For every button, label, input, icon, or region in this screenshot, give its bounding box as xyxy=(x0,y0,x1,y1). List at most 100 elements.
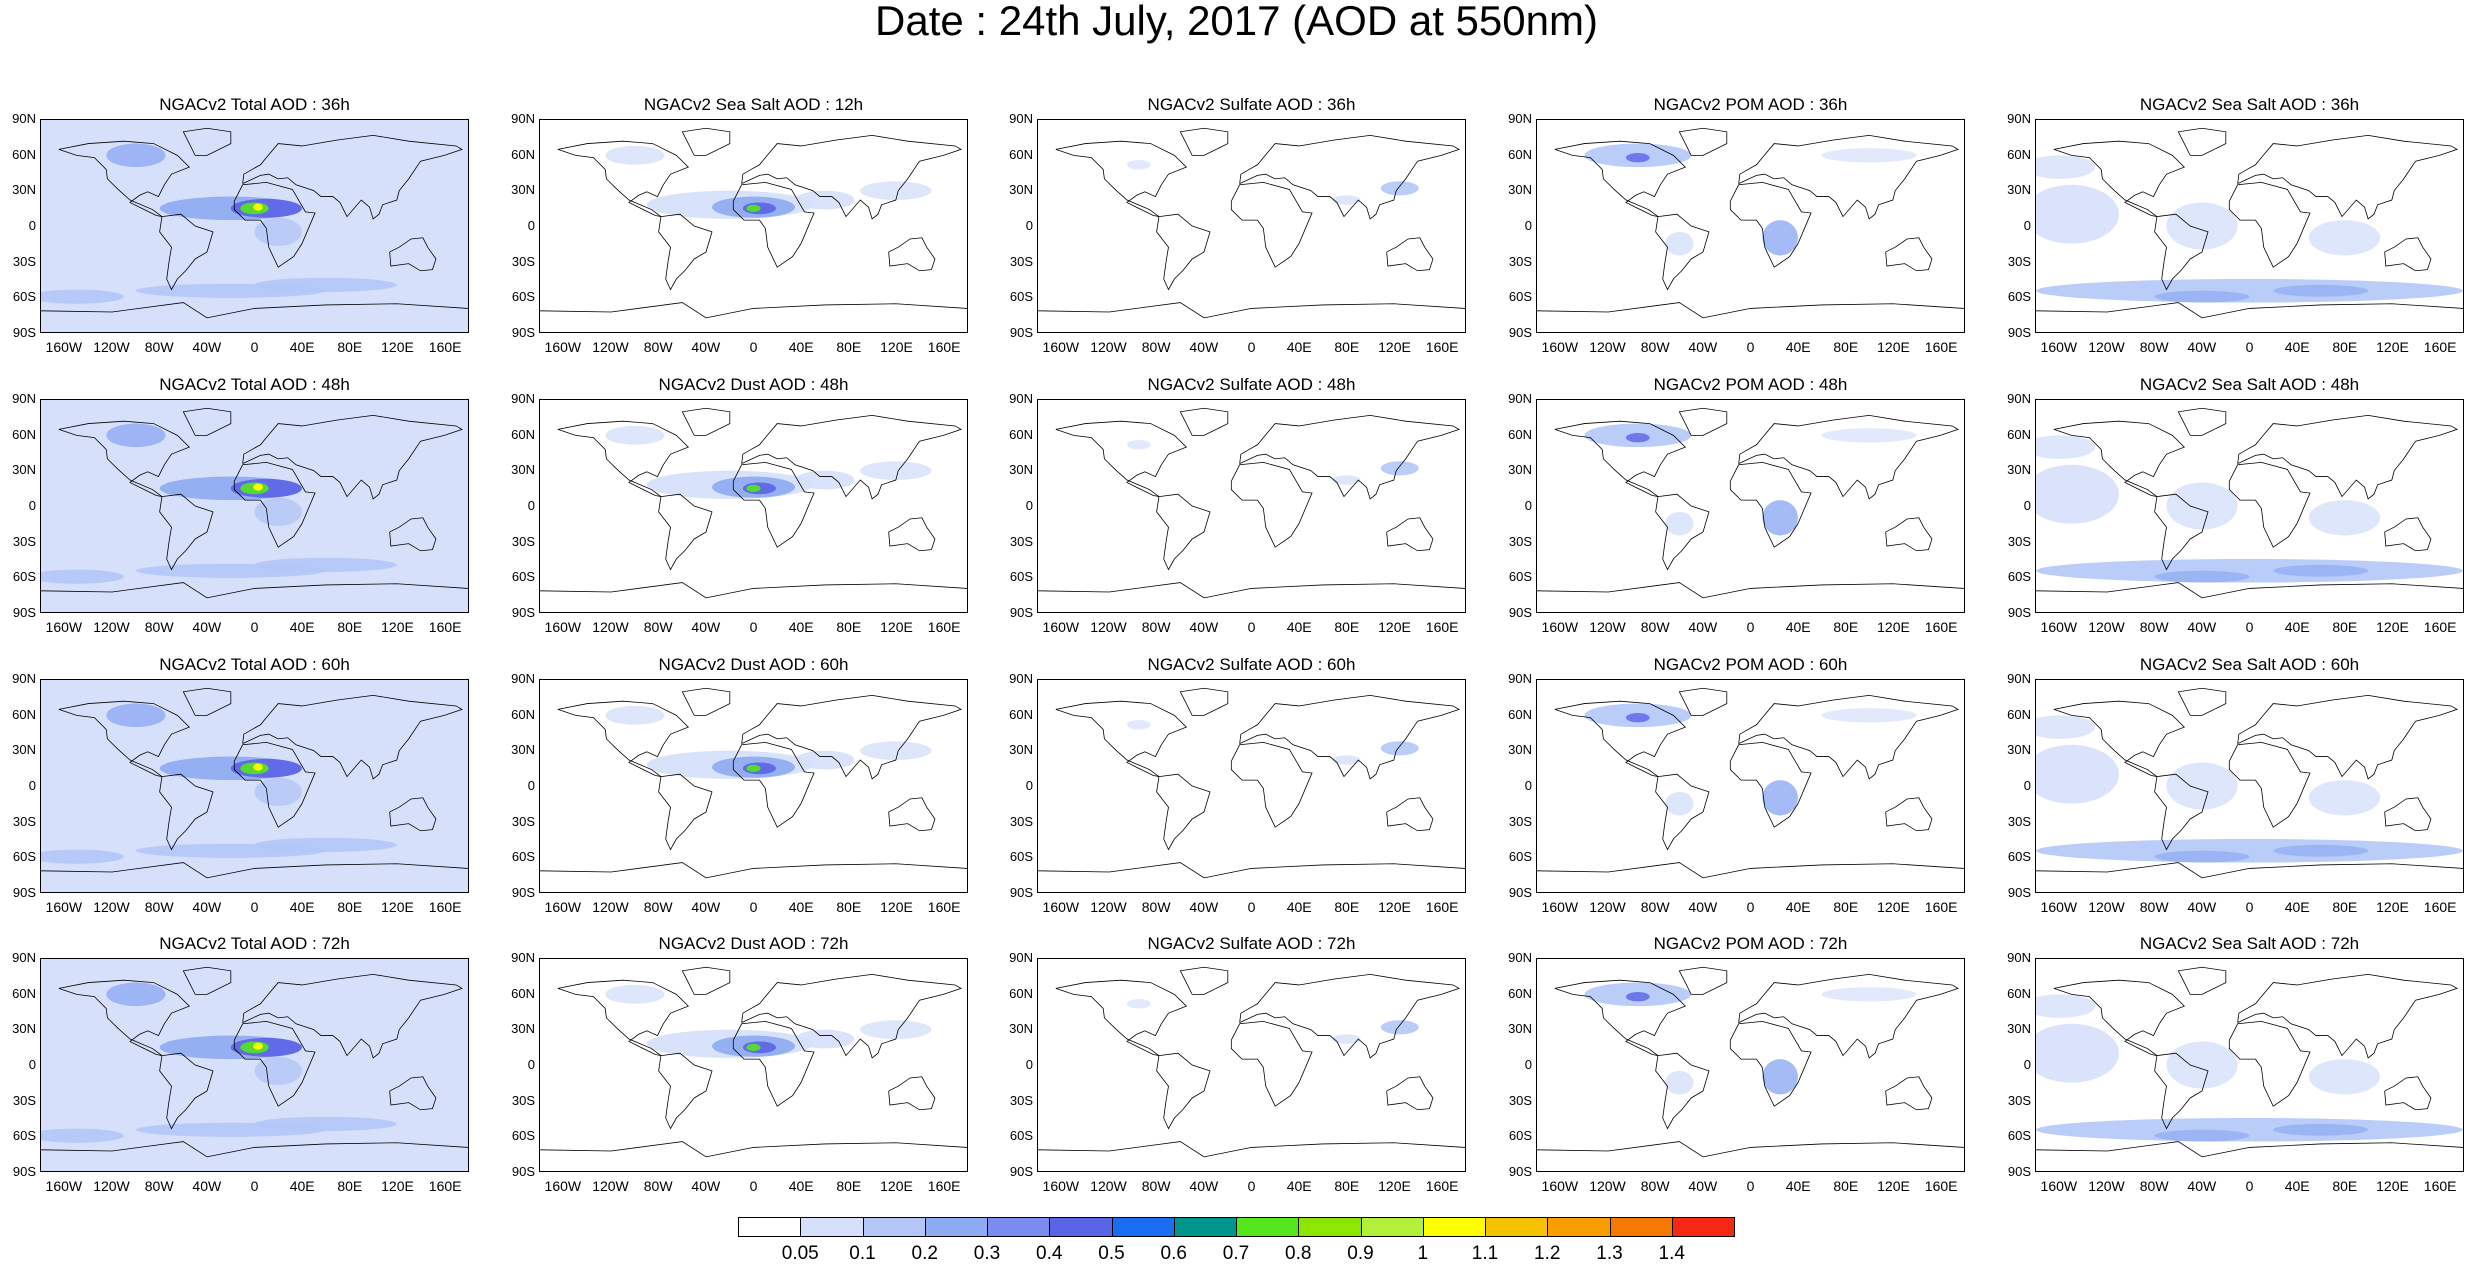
coastline xyxy=(2053,420,2186,497)
aod-field xyxy=(253,1042,263,1050)
aod-field xyxy=(2273,564,2369,577)
lat-tick-label: 0 xyxy=(1025,1057,1033,1072)
map-panel xyxy=(539,119,968,333)
panel-title: NGACv2 Sea Salt AOD : 48h xyxy=(2139,375,2360,394)
lon-tick-label: 160E xyxy=(1924,619,1958,635)
lon-tick-label: 80W xyxy=(1141,619,1171,635)
lon-tick-label: 80E xyxy=(1833,899,1859,915)
lon-tick-label: 160E xyxy=(428,619,462,635)
lon-tick-label: 40E xyxy=(2284,619,2310,635)
lon-tick-label: 120E xyxy=(1877,339,1910,355)
coastline xyxy=(2154,1052,2209,1130)
lon-tick-label: 40E xyxy=(1286,619,1312,635)
lat-tick-label: 90S xyxy=(511,605,535,620)
coastline xyxy=(1055,979,1188,1056)
lat-tick-label: 60S xyxy=(1508,849,1532,865)
lon-tick-label: 120W xyxy=(1090,619,1127,635)
lon-tick-label: 40E xyxy=(1785,339,1811,355)
lon-tick-label: 160W xyxy=(45,899,83,915)
coastline xyxy=(1537,582,1964,599)
lon-tick-label: 80W xyxy=(643,899,673,915)
coastline xyxy=(159,493,214,571)
lat-tick-label: 90N xyxy=(12,391,36,406)
aod-field xyxy=(2154,850,2250,863)
colorbar-swatch xyxy=(987,1217,1051,1237)
world-map xyxy=(540,127,967,319)
lon-tick-label: 120E xyxy=(880,339,913,355)
lon-tick-label: 120W xyxy=(93,619,130,635)
lon-tick-label: 0 xyxy=(1746,339,1755,355)
panel-title: NGACv2 Total AOD : 48h xyxy=(159,375,350,394)
aod-field xyxy=(2308,220,2380,256)
coastline xyxy=(540,862,967,879)
lat-tick-label: 30N xyxy=(511,462,535,478)
colorbar-swatch xyxy=(1173,1217,1237,1237)
coastline xyxy=(2154,493,2209,571)
colorbar-label: 0.5 xyxy=(1098,1243,1125,1264)
lon-tick-label: 80E xyxy=(2332,899,2358,915)
aod-field xyxy=(254,497,302,527)
map-panel xyxy=(40,679,469,893)
aod-field xyxy=(2036,715,2096,739)
lon-tick-label: 80W xyxy=(1640,899,1670,915)
coastline xyxy=(1230,182,1313,268)
coastline xyxy=(741,134,962,220)
lon-tick-label: 0 xyxy=(250,899,259,915)
aod-field xyxy=(2273,284,2369,297)
lon-tick-label: 40W xyxy=(2187,619,2217,635)
aod-field xyxy=(2036,464,2120,524)
colorbar-swatch xyxy=(1485,1217,1549,1237)
aod-field xyxy=(1625,432,1650,443)
coastline xyxy=(1386,517,1434,552)
lat-tick-label: 90S xyxy=(1508,1164,1532,1179)
coastline xyxy=(1738,414,1959,500)
colorbar-label: 1.2 xyxy=(1534,1243,1561,1264)
aod-field xyxy=(2166,1041,2238,1089)
coastline xyxy=(233,182,316,268)
colorbar-label: 0.1 xyxy=(849,1243,876,1264)
colorbar-label: 0.7 xyxy=(1222,1243,1250,1264)
map-panel xyxy=(40,399,469,613)
colorbar-label: 0.9 xyxy=(1347,1243,1374,1264)
aod-field xyxy=(1821,428,1917,443)
aod-field xyxy=(2154,570,2250,583)
coastline xyxy=(888,237,936,272)
lat-tick-label: 30N xyxy=(511,1021,535,1037)
lon-tick-label: 120W xyxy=(2088,619,2125,635)
coastline xyxy=(41,582,468,599)
aod-field xyxy=(1625,152,1650,163)
lon-tick-label: 80E xyxy=(1334,899,1360,915)
map-panel xyxy=(40,119,469,333)
lon-tick-label: 160E xyxy=(1924,899,1958,915)
lon-tick-label: 40W xyxy=(1189,1178,1219,1194)
lon-tick-label: 160W xyxy=(544,339,582,355)
lon-tick-label: 0 xyxy=(749,899,758,915)
coastline xyxy=(2384,517,2432,552)
aod-field xyxy=(746,1043,761,1051)
aod-field xyxy=(1380,181,1419,196)
lat-tick-label: 90S xyxy=(12,325,36,340)
coastline xyxy=(2154,213,2209,291)
lon-tick-label: 0 xyxy=(2245,339,2254,355)
coastline xyxy=(58,140,191,217)
lat-tick-label: 60N xyxy=(2007,985,2031,1001)
colorbar-swatch xyxy=(1671,1217,1735,1237)
coastline xyxy=(540,302,967,319)
coastline xyxy=(1678,407,1728,436)
map-panel xyxy=(539,679,968,893)
coastline xyxy=(58,700,191,777)
map-panel xyxy=(1536,399,1965,613)
lat-tick-label: 90S xyxy=(2007,885,2031,900)
lon-tick-label: 40E xyxy=(289,1178,315,1194)
lon-tick-label: 120E xyxy=(1877,899,1910,915)
lon-tick-label: 160E xyxy=(927,619,961,635)
coastline xyxy=(1738,134,1959,220)
lat-tick-label: 30S xyxy=(12,1092,36,1108)
lon-tick-label: 160W xyxy=(1541,339,1579,355)
coastline xyxy=(2036,862,2463,879)
world-map xyxy=(2036,966,2463,1158)
coastline xyxy=(2053,700,2186,777)
aod-field xyxy=(1762,500,1798,536)
aod-field xyxy=(2273,844,2369,857)
aod-field xyxy=(1126,440,1151,450)
